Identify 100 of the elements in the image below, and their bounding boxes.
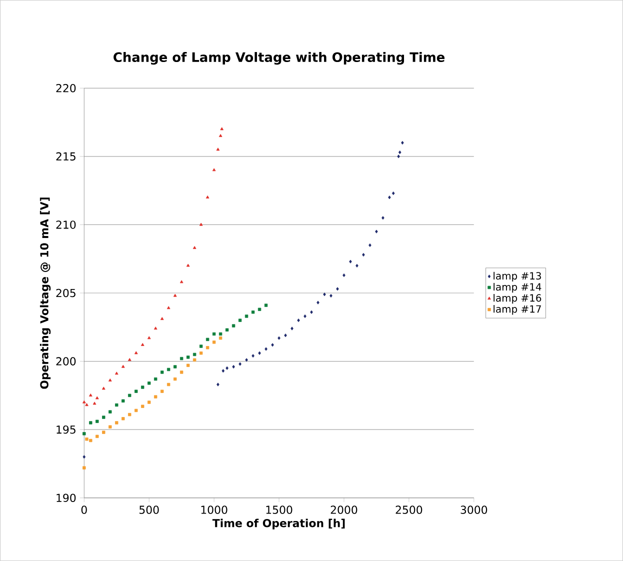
point xyxy=(160,317,164,320)
point xyxy=(310,310,313,314)
point xyxy=(82,432,86,436)
point xyxy=(102,430,106,434)
point xyxy=(147,336,151,340)
point xyxy=(362,252,365,257)
point xyxy=(108,378,112,382)
point xyxy=(140,342,144,346)
y-tick-label: 190 xyxy=(56,494,76,502)
point xyxy=(160,370,164,374)
legend-label: lamp #14 xyxy=(494,282,542,293)
x-tick-label: 0 xyxy=(81,506,87,514)
point xyxy=(199,351,203,355)
point xyxy=(278,336,280,340)
point xyxy=(264,347,268,351)
legend-label: lamp #13 xyxy=(494,272,541,282)
point xyxy=(258,351,261,355)
point xyxy=(401,140,404,145)
x-tick-label: 3000 xyxy=(460,506,488,514)
point xyxy=(128,358,132,361)
point xyxy=(225,328,229,332)
point xyxy=(398,150,402,154)
point xyxy=(186,264,190,267)
legend-label: lamp #17 xyxy=(494,305,541,315)
point xyxy=(356,264,358,268)
point xyxy=(245,358,248,362)
point xyxy=(297,318,300,322)
point xyxy=(238,318,242,322)
point xyxy=(192,246,196,249)
point xyxy=(244,314,248,318)
point xyxy=(192,352,196,356)
point xyxy=(95,396,99,400)
point xyxy=(216,382,220,386)
point xyxy=(167,382,170,386)
y-tick-label: 195 xyxy=(56,425,76,434)
point xyxy=(251,310,255,314)
point xyxy=(186,356,190,359)
point xyxy=(114,372,118,375)
point xyxy=(218,134,222,137)
point xyxy=(342,273,346,278)
point xyxy=(212,340,216,344)
point xyxy=(154,326,158,330)
point xyxy=(284,334,287,338)
point xyxy=(330,294,332,298)
point xyxy=(160,390,164,393)
legend-label: lamp #16 xyxy=(494,294,542,304)
point xyxy=(122,399,125,402)
y-axis-title: Operating Voltage @ 10 mA [V] xyxy=(40,198,51,389)
y-tick-label: 215 xyxy=(56,152,76,161)
point xyxy=(154,395,158,398)
point xyxy=(141,404,144,408)
point xyxy=(222,369,225,373)
point xyxy=(258,308,262,311)
point xyxy=(388,196,391,200)
point xyxy=(82,466,86,470)
point xyxy=(238,362,242,366)
point xyxy=(349,260,352,264)
chart-title: Change of Lamp Voltage with Operating Time xyxy=(114,52,445,65)
point xyxy=(316,300,320,304)
x-tick-label: 2500 xyxy=(396,506,422,514)
point xyxy=(232,364,235,369)
point xyxy=(212,332,216,336)
point xyxy=(96,434,99,438)
y-tick-label: 220 xyxy=(56,84,76,92)
point xyxy=(82,400,86,404)
point xyxy=(102,386,106,390)
point xyxy=(141,386,144,389)
point xyxy=(186,364,190,367)
point xyxy=(121,364,125,368)
point xyxy=(375,230,378,234)
point xyxy=(336,287,339,291)
point xyxy=(226,366,228,370)
point xyxy=(271,343,274,347)
point xyxy=(108,425,112,428)
point xyxy=(220,127,224,130)
point xyxy=(180,370,184,374)
point xyxy=(85,403,88,406)
point xyxy=(206,195,210,198)
point xyxy=(206,346,210,350)
point xyxy=(89,438,92,442)
point xyxy=(122,417,125,420)
point xyxy=(392,191,395,196)
y-tick-label: 200 xyxy=(56,357,76,366)
point xyxy=(368,243,372,247)
point xyxy=(218,332,222,336)
point xyxy=(102,416,106,419)
y-tick-label: 205 xyxy=(56,288,76,298)
point xyxy=(115,403,118,407)
point xyxy=(290,326,294,330)
point xyxy=(206,338,210,342)
point xyxy=(82,455,86,459)
point xyxy=(192,358,196,362)
point xyxy=(134,390,138,393)
point xyxy=(154,377,158,381)
point xyxy=(199,344,203,348)
point xyxy=(264,304,268,307)
point xyxy=(167,368,170,372)
point xyxy=(134,351,138,354)
point xyxy=(96,420,99,423)
x-tick-label: 1000 xyxy=(201,506,228,514)
